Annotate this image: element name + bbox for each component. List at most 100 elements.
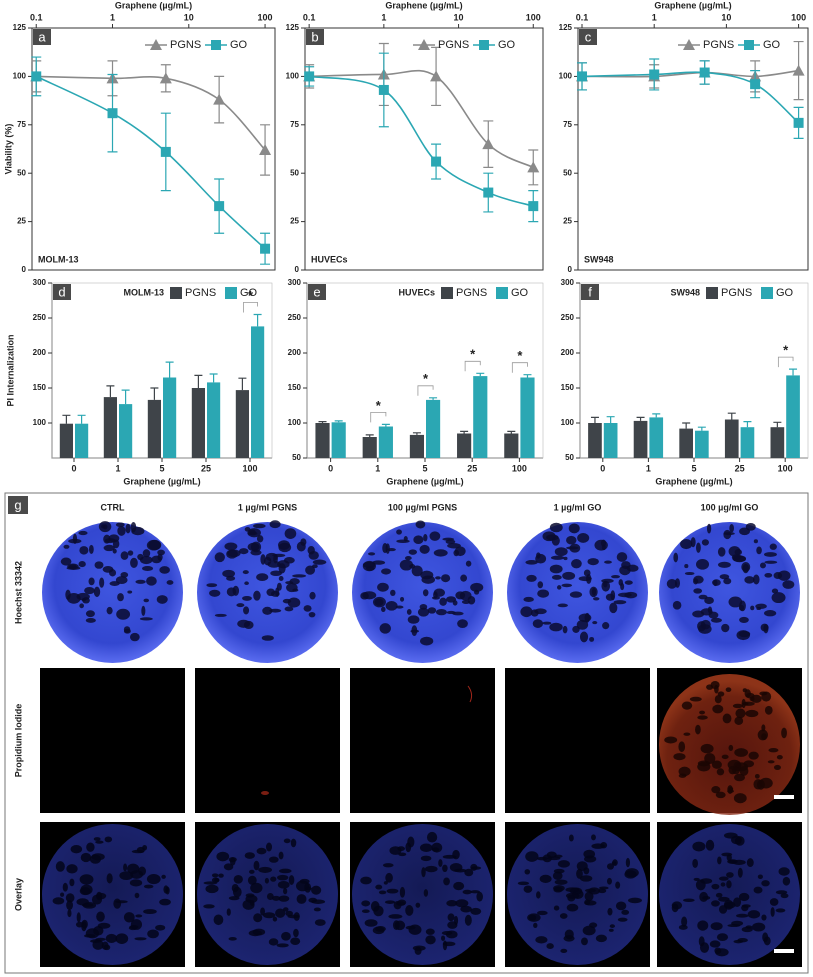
texture-spot (682, 898, 695, 903)
texture-spot (728, 546, 741, 557)
data-point (699, 67, 710, 78)
row-label: Hoechst 33342 (13, 561, 23, 624)
texture-spot (764, 572, 773, 578)
texture-spot (732, 703, 743, 709)
texture-spot (725, 687, 732, 693)
texture-spot (565, 887, 580, 893)
x-tick-label: 100 (258, 12, 273, 22)
texture-spot (664, 736, 678, 744)
texture-spot (256, 847, 267, 855)
texture-spot (736, 913, 749, 918)
texture-spot (563, 556, 568, 561)
texture-spot (97, 922, 111, 929)
texture-spot (582, 925, 596, 936)
texture-spot (552, 871, 563, 880)
texture-spot (381, 568, 391, 575)
error-bar (636, 416, 645, 421)
texture-spot (768, 747, 779, 753)
texture-spot (720, 882, 726, 887)
panel-letter-box (53, 284, 71, 300)
stain-trace (261, 791, 269, 795)
texture-spot (693, 588, 703, 594)
texture-spot (209, 589, 221, 597)
texture-spot (244, 526, 251, 532)
texture-spot (361, 909, 370, 913)
texture-spot (764, 610, 777, 617)
texture-spot (579, 875, 593, 882)
texture-spot (717, 856, 722, 865)
data-point (792, 64, 805, 76)
texture-spot (435, 576, 441, 580)
texture-spot (67, 909, 72, 918)
texture-spot (399, 886, 406, 898)
texture-spot (727, 785, 733, 794)
texture-spot (715, 791, 726, 799)
bar (191, 388, 205, 458)
well-disc (659, 824, 800, 965)
error-bar (773, 421, 782, 428)
texture-spot (781, 727, 787, 739)
texture-spot (606, 863, 615, 870)
texture-spot (284, 528, 297, 539)
texture-spot (536, 891, 541, 899)
texture-spot (378, 890, 387, 895)
texture-spot (70, 844, 83, 854)
panel-letter-box (8, 496, 28, 514)
bar (603, 423, 618, 458)
texture-spot (106, 606, 113, 615)
texture-spot (775, 890, 788, 895)
texture-spot (309, 591, 316, 600)
texture-spot (561, 583, 573, 588)
y-tick-label: 75 (563, 120, 572, 129)
texture-spot (535, 936, 548, 944)
texture-spot (360, 876, 372, 885)
texture-spot (535, 553, 547, 564)
texture-spot (260, 554, 266, 565)
texture-spot (441, 935, 446, 941)
texture-spot (673, 552, 679, 563)
texture-spot (460, 905, 472, 913)
texture-spot (764, 560, 778, 564)
texture-spot (671, 903, 679, 913)
legend-marker (744, 40, 754, 50)
texture-spot (415, 902, 421, 908)
texture-spot (405, 925, 416, 930)
texture-spot (52, 897, 65, 905)
texture-spot (727, 924, 741, 928)
y-axis-title: PI Internalization (5, 334, 15, 406)
texture-spot (681, 916, 688, 927)
texture-spot (557, 603, 568, 608)
well-disc (42, 522, 183, 663)
texture-spot (237, 619, 250, 628)
micrograph (505, 822, 650, 967)
data-point (649, 69, 660, 80)
x-tick-label: 25 (735, 463, 745, 473)
well-disc (42, 824, 183, 965)
texture-spot (278, 575, 284, 582)
texture-spot (525, 560, 538, 565)
texture-spot (739, 616, 749, 624)
y-tick-label: 200 (561, 348, 575, 357)
texture-spot (362, 560, 376, 572)
error-bar (121, 389, 130, 405)
texture-spot (710, 617, 722, 623)
column-header: 1 µg/ml GO (554, 502, 602, 512)
bar (649, 417, 664, 458)
texture-spot (756, 606, 762, 611)
x-tick-label: 0.1 (576, 12, 589, 22)
texture-spot (476, 891, 483, 902)
texture-spot (417, 607, 430, 617)
texture-spot (609, 924, 615, 928)
texture-spot (216, 851, 230, 862)
data-point (304, 71, 315, 82)
x-tick-label: 100 (791, 12, 806, 22)
texture-spot (268, 938, 279, 946)
bar (378, 426, 393, 458)
error-bar (476, 372, 485, 377)
texture-spot (462, 889, 472, 895)
texture-spot (589, 586, 598, 598)
texture-spot (396, 529, 402, 535)
texture-spot (568, 523, 580, 534)
legend-label: PGNS (456, 287, 487, 299)
texture-spot (155, 924, 166, 931)
